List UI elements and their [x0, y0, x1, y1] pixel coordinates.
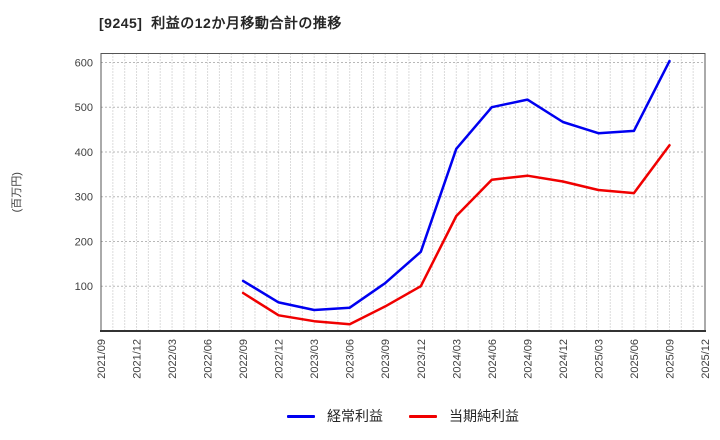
ordinary-profit-legend-label: 経常利益: [327, 408, 383, 424]
x-tick-label: 2025/12: [700, 339, 712, 379]
line-chart: 100 200 300 400 500 600 2021/09 2021/12 2022/03 2…: [11, 53, 712, 379]
x-tick-label: 2022/03: [167, 339, 179, 379]
x-tick-label: 2025/06: [629, 339, 641, 379]
legend-item-net-income: 当期純利益: [409, 406, 519, 426]
x-tick-label: 2025/09: [664, 339, 676, 379]
y-axis-label: (百万円): [11, 172, 23, 212]
net-income-line-swatch: [409, 414, 437, 418]
x-tick-label: 2024/03: [451, 339, 463, 379]
x-tick-label: 2025/03: [593, 339, 605, 379]
chart-legend: 経常利益 当期純利益: [101, 404, 705, 428]
ordinary-profit-line-swatch: [287, 414, 315, 418]
y-tick-label: 400: [75, 147, 93, 159]
x-tick-label: 2023/06: [345, 339, 357, 379]
y-tick-label: 300: [75, 192, 93, 204]
x-tick-label: 2021/09: [96, 339, 108, 379]
x-tick-label: 2023/03: [309, 339, 321, 379]
net-income-line: [241, 144, 671, 326]
x-tick-label: 2023/09: [380, 339, 392, 379]
legend-item-ordinary-profit: 経常利益: [287, 406, 383, 426]
x-tick-label: 2023/12: [416, 339, 428, 379]
x-tick-label: 2021/12: [132, 339, 144, 379]
y-tick-label: 100: [75, 281, 93, 293]
y-tick-label: 200: [75, 236, 93, 248]
y-tick-label: 500: [75, 102, 93, 114]
y-tick-label: 600: [75, 57, 93, 69]
x-tick-label: 2022/09: [238, 339, 250, 379]
x-tick-label: 2024/12: [558, 339, 570, 379]
ordinary-profit-line: [241, 59, 671, 312]
x-tick-label: 2024/06: [487, 339, 499, 379]
x-tick-label: 2022/12: [274, 339, 286, 379]
x-tick-label: 2024/09: [522, 339, 534, 379]
net-income-legend-label: 当期純利益: [449, 408, 519, 424]
x-tick-label: 2022/06: [203, 339, 215, 379]
chart-title: [9245] 利益の12か月移動合計の推移: [99, 15, 342, 31]
